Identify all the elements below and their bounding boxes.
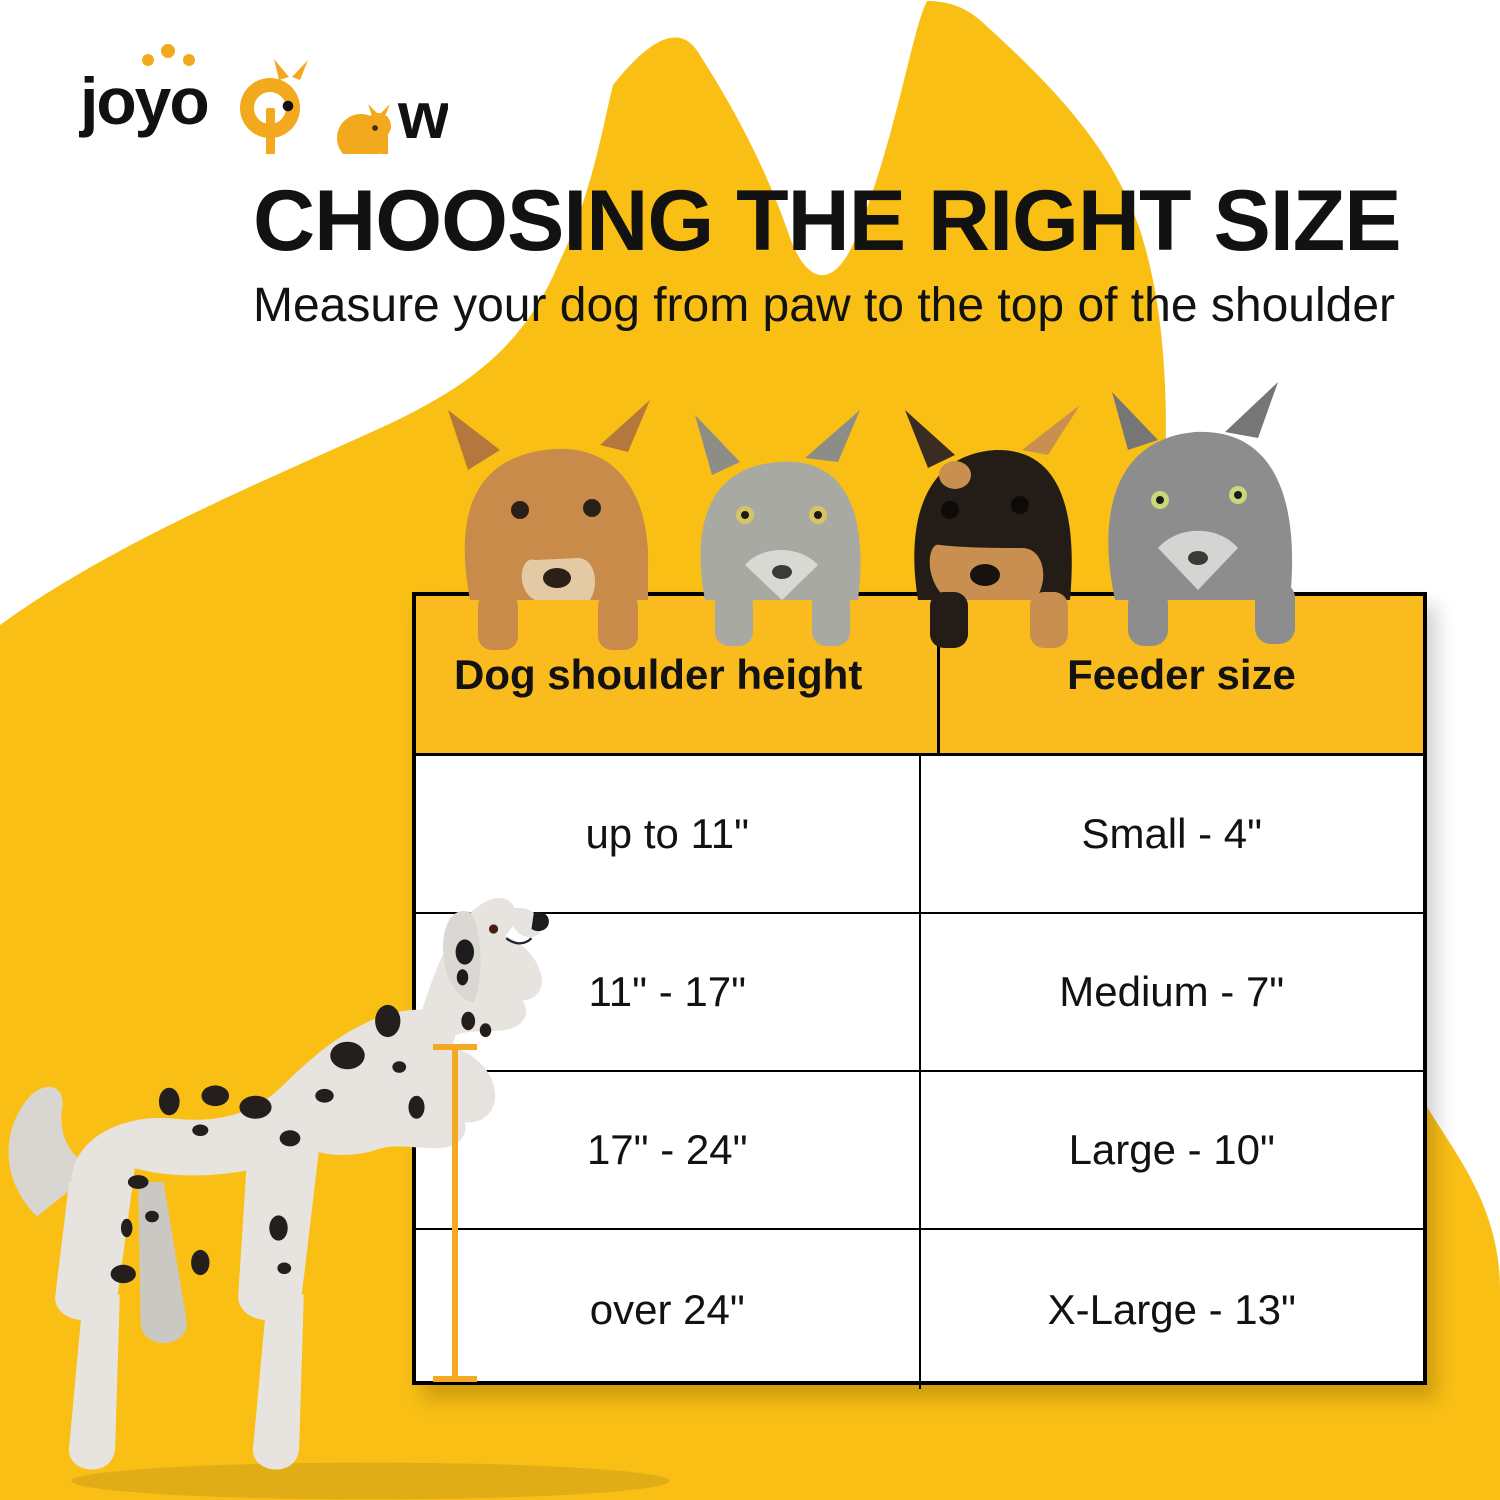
svg-text:w: w: [397, 78, 448, 152]
svg-text:joyo: joyo: [78, 64, 208, 138]
